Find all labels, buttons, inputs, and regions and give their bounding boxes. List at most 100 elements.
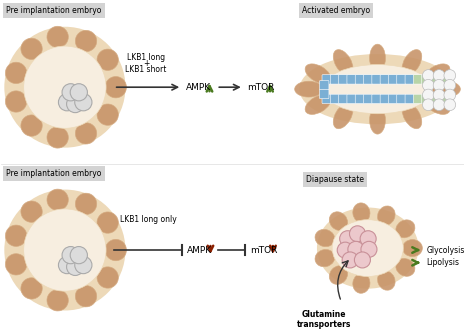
Ellipse shape bbox=[424, 64, 450, 84]
Circle shape bbox=[422, 89, 434, 101]
Text: Activated embryo: Activated embryo bbox=[302, 6, 370, 15]
FancyBboxPatch shape bbox=[364, 75, 373, 84]
Text: Pre implantation embryo: Pre implantation embryo bbox=[6, 6, 101, 15]
Ellipse shape bbox=[5, 91, 27, 112]
Ellipse shape bbox=[305, 64, 331, 84]
Ellipse shape bbox=[377, 271, 395, 290]
FancyBboxPatch shape bbox=[338, 94, 348, 104]
Circle shape bbox=[24, 209, 106, 291]
Text: mTOR: mTOR bbox=[247, 83, 275, 92]
Circle shape bbox=[66, 96, 84, 113]
Circle shape bbox=[433, 89, 445, 101]
FancyBboxPatch shape bbox=[380, 94, 390, 104]
Circle shape bbox=[444, 89, 456, 101]
Ellipse shape bbox=[105, 76, 127, 98]
Circle shape bbox=[58, 257, 76, 274]
FancyBboxPatch shape bbox=[430, 75, 439, 84]
Ellipse shape bbox=[432, 81, 460, 97]
FancyBboxPatch shape bbox=[413, 94, 423, 104]
Ellipse shape bbox=[424, 95, 450, 115]
FancyBboxPatch shape bbox=[347, 75, 356, 84]
FancyBboxPatch shape bbox=[347, 94, 356, 104]
FancyBboxPatch shape bbox=[413, 75, 423, 84]
Ellipse shape bbox=[332, 220, 403, 277]
Ellipse shape bbox=[329, 266, 347, 284]
Circle shape bbox=[355, 252, 370, 268]
Circle shape bbox=[4, 190, 126, 311]
FancyBboxPatch shape bbox=[338, 75, 348, 84]
Text: Glutamine
transporters: Glutamine transporters bbox=[297, 310, 351, 329]
Circle shape bbox=[433, 79, 445, 91]
Ellipse shape bbox=[402, 103, 422, 129]
Ellipse shape bbox=[75, 193, 97, 214]
Circle shape bbox=[62, 84, 79, 101]
FancyBboxPatch shape bbox=[397, 94, 406, 104]
Text: mTOR: mTOR bbox=[251, 245, 278, 255]
FancyBboxPatch shape bbox=[372, 75, 381, 84]
Circle shape bbox=[24, 46, 106, 128]
Circle shape bbox=[66, 258, 84, 276]
FancyBboxPatch shape bbox=[319, 80, 329, 90]
Ellipse shape bbox=[47, 127, 68, 148]
FancyBboxPatch shape bbox=[430, 94, 439, 104]
Circle shape bbox=[70, 246, 87, 264]
Ellipse shape bbox=[5, 254, 27, 275]
Circle shape bbox=[444, 79, 456, 91]
Ellipse shape bbox=[47, 26, 68, 47]
Ellipse shape bbox=[75, 30, 97, 52]
Ellipse shape bbox=[5, 62, 27, 84]
Ellipse shape bbox=[402, 50, 422, 75]
FancyBboxPatch shape bbox=[380, 75, 390, 84]
Circle shape bbox=[4, 27, 126, 148]
FancyBboxPatch shape bbox=[322, 75, 331, 84]
Ellipse shape bbox=[333, 103, 353, 129]
Ellipse shape bbox=[305, 95, 331, 115]
Text: LKB1 long only: LKB1 long only bbox=[119, 215, 176, 224]
Ellipse shape bbox=[353, 203, 370, 223]
FancyBboxPatch shape bbox=[355, 75, 365, 84]
Ellipse shape bbox=[295, 81, 323, 97]
Circle shape bbox=[58, 94, 76, 111]
Ellipse shape bbox=[97, 212, 118, 233]
FancyBboxPatch shape bbox=[319, 89, 329, 99]
Ellipse shape bbox=[315, 229, 335, 247]
Text: Glycolysis: Glycolysis bbox=[426, 245, 465, 255]
Ellipse shape bbox=[370, 106, 385, 134]
FancyBboxPatch shape bbox=[364, 94, 373, 104]
Text: Diapause state: Diapause state bbox=[306, 175, 364, 184]
Ellipse shape bbox=[5, 225, 27, 246]
Ellipse shape bbox=[21, 115, 42, 136]
FancyBboxPatch shape bbox=[330, 75, 340, 84]
Ellipse shape bbox=[75, 123, 97, 144]
Ellipse shape bbox=[315, 249, 335, 267]
FancyBboxPatch shape bbox=[422, 75, 431, 84]
FancyBboxPatch shape bbox=[438, 94, 447, 104]
Text: Lipolysis: Lipolysis bbox=[426, 258, 459, 267]
Ellipse shape bbox=[97, 49, 118, 70]
FancyBboxPatch shape bbox=[397, 75, 406, 84]
FancyBboxPatch shape bbox=[422, 94, 431, 104]
Circle shape bbox=[349, 226, 365, 242]
FancyBboxPatch shape bbox=[389, 75, 398, 84]
FancyBboxPatch shape bbox=[322, 94, 331, 104]
FancyBboxPatch shape bbox=[405, 94, 414, 104]
Ellipse shape bbox=[47, 290, 68, 311]
Circle shape bbox=[422, 79, 434, 91]
FancyBboxPatch shape bbox=[355, 94, 365, 104]
Ellipse shape bbox=[329, 212, 347, 230]
Circle shape bbox=[444, 99, 456, 111]
Text: LKB1 short: LKB1 short bbox=[125, 64, 167, 73]
Ellipse shape bbox=[21, 38, 42, 59]
Ellipse shape bbox=[317, 207, 419, 289]
Text: +: + bbox=[143, 59, 149, 68]
Circle shape bbox=[337, 242, 353, 258]
Ellipse shape bbox=[300, 54, 456, 124]
Text: AMPK: AMPK bbox=[187, 245, 212, 255]
FancyBboxPatch shape bbox=[372, 94, 381, 104]
Ellipse shape bbox=[21, 201, 42, 222]
Ellipse shape bbox=[97, 267, 118, 288]
Circle shape bbox=[348, 241, 364, 257]
Text: LKB1 long: LKB1 long bbox=[127, 53, 165, 62]
Circle shape bbox=[422, 70, 434, 81]
Circle shape bbox=[433, 99, 445, 111]
